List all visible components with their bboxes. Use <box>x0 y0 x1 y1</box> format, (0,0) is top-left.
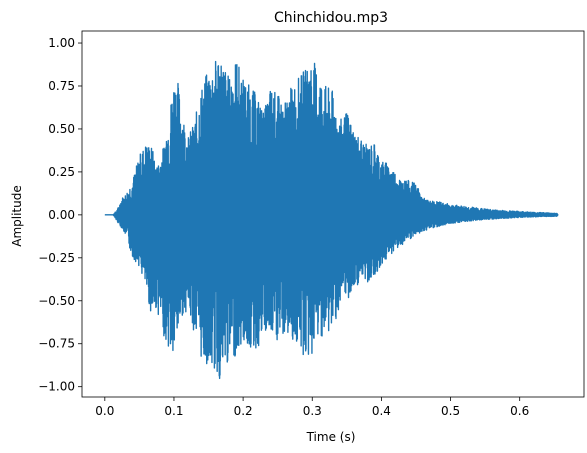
y-axis-ticks: 1.00 0.75 0.50 0.25 0.00 −0.25 −0.50 −0.75 −1.00 <box>38 36 82 394</box>
y-tick-label: 0.50 <box>48 122 75 136</box>
x-tick-label: 0.0 <box>95 404 114 418</box>
x-tick-label: 0.6 <box>510 404 529 418</box>
chart-title: Chinchidou.mp3 <box>274 10 388 26</box>
y-tick-label: −0.25 <box>38 251 75 265</box>
x-tick-label: 0.2 <box>234 404 253 418</box>
x-tick-label: 0.4 <box>372 404 391 418</box>
x-tick-label: 0.5 <box>441 404 460 418</box>
x-axis-label: Time (s) <box>306 430 356 444</box>
y-tick-label: 0.75 <box>48 79 75 93</box>
y-tick-label: 0.25 <box>48 165 75 179</box>
x-tick-label: 0.1 <box>164 404 183 418</box>
y-tick-label: −0.50 <box>38 294 75 308</box>
waveform-line <box>104 60 559 380</box>
axes-frame <box>81 30 585 398</box>
plot-area <box>104 60 559 380</box>
y-tick-label: 0.00 <box>48 208 75 222</box>
y-tick-label: −1.00 <box>38 380 75 394</box>
y-tick-label: 1.00 <box>48 36 75 50</box>
y-axis-label: Amplitude <box>10 185 24 247</box>
y-tick-label: −0.75 <box>38 337 75 351</box>
x-tick-label: 0.3 <box>303 404 322 418</box>
x-axis-ticks: 0.0 0.1 0.2 0.3 0.4 0.5 0.6 <box>95 397 529 418</box>
